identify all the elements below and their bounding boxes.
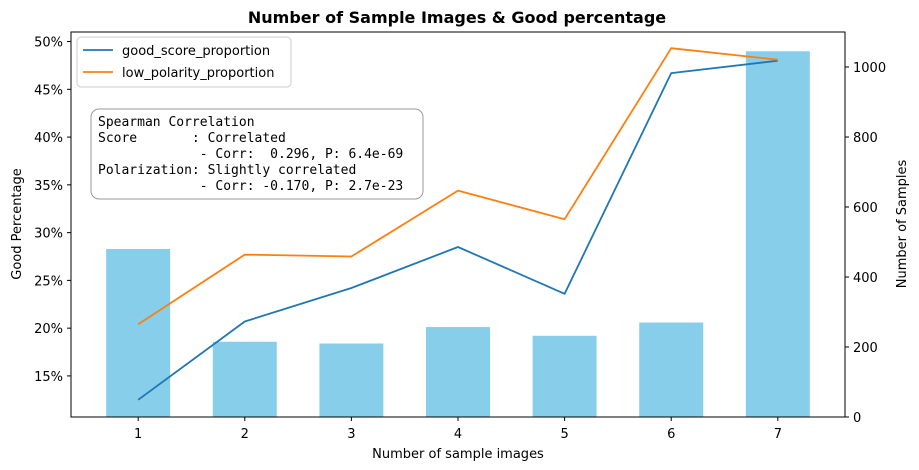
- x-axis-label: Number of sample images: [372, 447, 544, 462]
- y-right-tick-label: 800: [853, 131, 878, 146]
- legend-label-good-score: good_score_proportion: [122, 44, 270, 59]
- annotation-line: Spearman Correlation: [98, 115, 255, 130]
- y-axis-left-label: Good Percentage: [10, 168, 25, 280]
- bar-5: [532, 335, 597, 417]
- series-line-low-polarity: [137, 47, 778, 326]
- x-tick-label: 6: [667, 427, 675, 442]
- y-axis-right-label: Number of Samples: [895, 160, 910, 289]
- annotation-text: Spearman Correlation Score : Correlated -…: [98, 115, 403, 194]
- x-tick-label: 1: [134, 427, 142, 442]
- chart-title: Number of Sample Images & Good percentag…: [248, 8, 666, 27]
- annotation-line: - Corr: 0.296, P: 6.4e-69: [98, 147, 403, 162]
- annotation-line: - Corr: -0.170, P: 2.7e-23: [98, 179, 403, 194]
- annotation-line: Score : Correlated: [98, 131, 286, 146]
- x-tick-label: 7: [774, 427, 782, 442]
- bar-group: [106, 51, 810, 417]
- y-right-tick-label: 400: [853, 271, 878, 286]
- bar-7: [745, 51, 810, 417]
- bar-2: [212, 341, 277, 417]
- x-tick-label: 5: [560, 427, 568, 442]
- legend-box: [76, 36, 292, 88]
- y-right-tick-label: 200: [853, 341, 878, 356]
- y-left-tick-label: 45%: [34, 83, 63, 98]
- annotation-box: [90, 108, 424, 200]
- bar-6: [639, 322, 704, 417]
- y-left-tick-label: 20%: [34, 322, 63, 337]
- y-left-tick-label: 25%: [34, 274, 63, 289]
- bar-4: [426, 327, 490, 417]
- y-left-tick-label: 15%: [34, 370, 63, 385]
- series-line-good-score: [137, 59, 778, 401]
- x-tick-label: 2: [241, 427, 249, 442]
- bar-1: [106, 249, 171, 417]
- bar-3: [319, 343, 384, 417]
- y-right-tick-label: 1000: [853, 61, 886, 76]
- y-left-tick-label: 35%: [34, 179, 63, 194]
- y-axis-left: 15% 20% 25% 30% 35% 40% 45% 50%: [34, 36, 71, 385]
- y-right-tick-label: 600: [853, 201, 878, 216]
- x-axis: 1 2 3 4 5 6 7: [134, 417, 782, 442]
- y-left-tick-label: 30%: [34, 227, 63, 242]
- annotation-line: Polarization: Slightly correlated: [98, 163, 356, 178]
- y-left-tick-label: 40%: [34, 131, 63, 146]
- y-left-tick-label: 50%: [34, 36, 63, 51]
- legend-label-low-polarity: low_polarity_proportion: [122, 66, 274, 81]
- legend: good_score_proportion low_polarity_propo…: [76, 36, 292, 88]
- x-tick-label: 3: [347, 427, 355, 442]
- y-right-tick-label: 0: [853, 411, 861, 426]
- y-axis-right: 0 200 400 600 800 1000: [845, 61, 886, 426]
- correlation-annotation: Spearman Correlation Score : Correlated -…: [90, 108, 424, 200]
- line-group: [137, 47, 778, 401]
- x-tick-label: 4: [454, 427, 462, 442]
